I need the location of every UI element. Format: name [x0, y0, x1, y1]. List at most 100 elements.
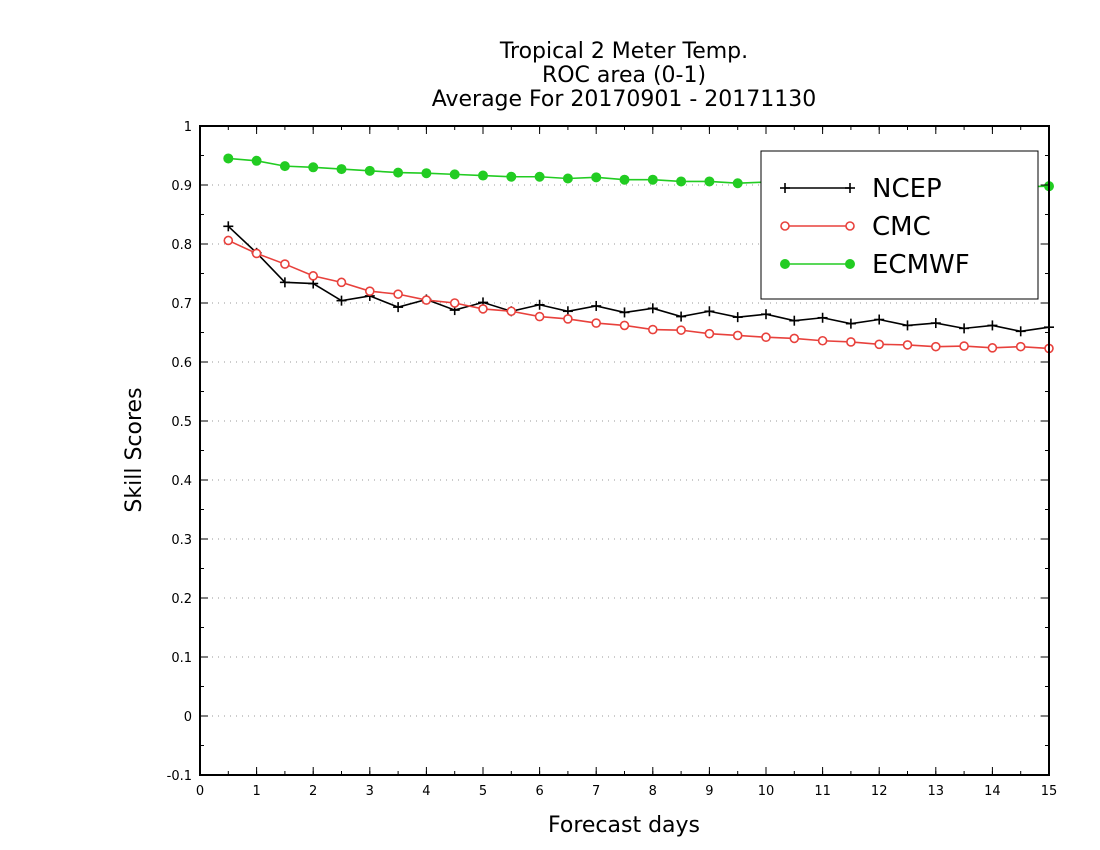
data-point-ncep [930, 318, 941, 329]
x-tick-label: 14 [984, 784, 1001, 799]
legend-label-cmc: CMC [872, 212, 931, 242]
data-point-ecmwf [619, 174, 630, 185]
x-tick-label: 12 [871, 784, 888, 799]
y-tick-label: 0.2 [171, 592, 192, 607]
data-point-ncep [676, 311, 687, 322]
x-axis-label: Forecast days [548, 813, 700, 838]
legend: NCEP CMC ECMWF [760, 150, 1039, 300]
data-point-ncep [223, 221, 234, 232]
data-point-ecmwf [308, 162, 319, 173]
legend-marker-ncep [780, 183, 790, 193]
data-point-ncep [874, 314, 885, 325]
data-point-ncep [647, 303, 658, 314]
y-tick-label: 1 [184, 120, 192, 135]
data-point-cmc [987, 343, 998, 353]
legend-label-ncep: NCEP [872, 174, 942, 204]
data-point-ecmwf [421, 168, 432, 179]
legend-box [760, 150, 1039, 300]
y-tick-label: 0.5 [171, 415, 192, 430]
data-point-cmc [1015, 341, 1026, 352]
data-point-cmc [591, 318, 602, 328]
x-tick-label: 0 [196, 784, 204, 799]
data-point-cmc [732, 330, 743, 341]
data-point-cmc [449, 298, 460, 308]
data-point-ncep [1015, 326, 1026, 337]
data-point-ecmwf [647, 174, 658, 185]
data-point-cmc [308, 271, 319, 281]
legend-marker-cmc [780, 221, 790, 231]
data-point-ncep [959, 323, 970, 334]
data-point-ncep [817, 312, 828, 323]
x-tick-label: 15 [1041, 784, 1058, 799]
legend-marker-ecmwf [845, 259, 855, 269]
data-point-ecmwf [478, 170, 488, 181]
data-point-ecmwf [676, 176, 687, 187]
y-tick-label: 0 [184, 710, 192, 725]
data-point-cmc [280, 259, 290, 269]
data-point-cmc [619, 320, 630, 331]
data-point-ecmwf [393, 167, 404, 178]
data-point-ecmwf [591, 172, 602, 183]
data-point-ncep [789, 315, 800, 326]
data-point-cmc [704, 328, 715, 339]
data-point-cmc [647, 324, 658, 335]
data-point-cmc [364, 286, 375, 297]
x-tick-label: 1 [252, 784, 260, 799]
data-point-cmc [563, 314, 573, 324]
y-tick-label: 0.3 [171, 533, 192, 548]
title-line-2: ROC area (0-1) [542, 63, 706, 88]
data-point-cmc [534, 311, 545, 322]
data-point-ecmwf [223, 153, 234, 164]
legend-marker-ncep [845, 183, 855, 193]
data-point-cmc [902, 340, 913, 350]
x-tick-label: 2 [309, 784, 317, 799]
data-point-ecmwf [251, 155, 262, 166]
data-point-cmc [676, 325, 686, 335]
data-point-ncep [591, 300, 602, 311]
data-point-cmc [959, 341, 969, 351]
y-tick-label: 0.6 [171, 356, 192, 371]
data-point-ncep [987, 320, 998, 331]
data-point-cmc [393, 289, 403, 299]
data-point-cmc [251, 248, 262, 259]
data-point-cmc [761, 332, 771, 343]
y-tick-label: 0.1 [171, 651, 192, 666]
data-point-cmc [874, 339, 885, 350]
x-tick-label: 7 [592, 784, 600, 799]
x-tick-label: 6 [535, 784, 543, 799]
data-point-cmc [846, 337, 856, 347]
y-axis-ticks: -0.1 0 0.1 0.2 0.3 0.4 0.5 0.6 0.7 0.8 0.9 1 [167, 120, 1049, 784]
data-point-ncep [534, 299, 545, 310]
x-tick-label: 8 [649, 784, 657, 799]
y-tick-label: 0.8 [171, 238, 192, 253]
title-line-3: Average For 20170901 - 20171130 [432, 87, 817, 112]
data-point-ncep [845, 318, 856, 329]
data-point-ecmwf [506, 171, 517, 182]
data-point-ecmwf [364, 165, 375, 176]
series-cmc [223, 235, 1054, 354]
data-point-ecmwf [534, 171, 545, 182]
data-point-cmc [223, 235, 234, 246]
data-point-ecmwf [562, 173, 573, 184]
x-tick-label: 9 [705, 784, 713, 799]
x-tick-label: 4 [422, 784, 430, 799]
legend-marker-ecmwf [780, 259, 790, 269]
data-point-ncep [761, 309, 771, 320]
y-tick-label: 0.4 [171, 474, 192, 489]
y-tick-label: -0.1 [167, 769, 192, 784]
x-tick-label: 3 [366, 784, 374, 799]
data-point-ecmwf [279, 161, 290, 172]
y-tick-label: 0.9 [171, 179, 192, 194]
data-point-cmc [817, 335, 828, 346]
data-point-cmc [421, 295, 432, 305]
data-point-ecmwf [704, 176, 715, 187]
data-point-ecmwf [336, 164, 347, 175]
data-point-ncep [902, 320, 913, 331]
data-point-ncep [336, 295, 347, 306]
data-point-ecmwf [449, 169, 460, 180]
x-tick-label: 10 [758, 784, 775, 799]
data-point-ecmwf [732, 178, 743, 189]
data-point-ncep [393, 302, 404, 313]
legend-marker-cmc [845, 221, 855, 231]
